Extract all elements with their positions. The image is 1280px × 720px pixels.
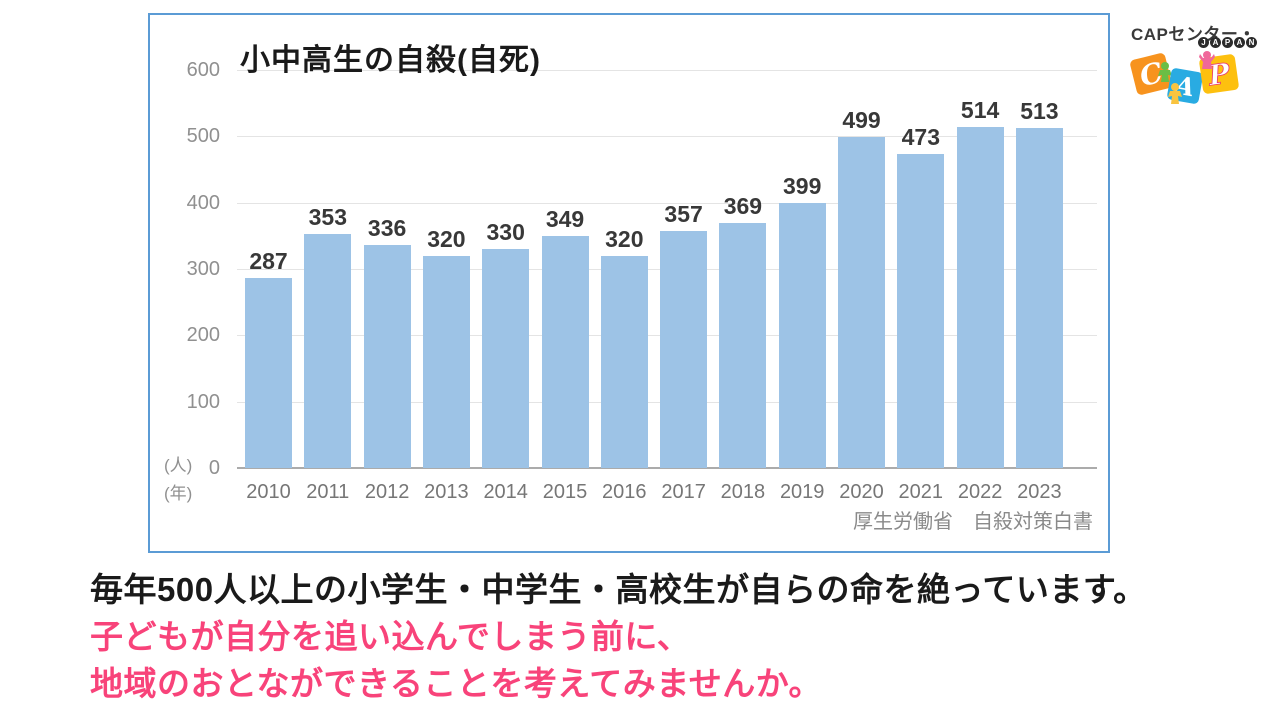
- x-unit-label: (年): [164, 484, 193, 503]
- bar-value-label: 369: [723, 193, 763, 220]
- logo-japan-letter: J: [1198, 37, 1209, 48]
- x-tick-label: 2013: [424, 481, 469, 503]
- chart-card: 小中高生の自殺(自死) 0 100 200 300 400 500 600 287 2010 35…: [148, 13, 1110, 553]
- x-tick-label: 2011: [306, 481, 350, 503]
- x-axis-line: [237, 467, 1097, 469]
- bar-value-label: 353: [308, 203, 347, 230]
- bar-value-label: 330: [486, 219, 525, 246]
- logo-figure-pink-icon: [1199, 51, 1215, 69]
- x-tick-label: 2019: [779, 481, 825, 503]
- logo-japan-letter: A: [1234, 37, 1245, 48]
- bar-value-label: 320: [427, 225, 466, 252]
- x-tick-label: 2016: [602, 481, 647, 503]
- x-tick-label: 2020: [839, 481, 884, 503]
- y-tick-label: 400: [186, 191, 220, 214]
- y-tick-label: 300: [186, 258, 220, 280]
- caption: 毎年500人以上の小学生・中学生・高校生が自らの命を絶っています。 子どもが自分…: [90, 566, 1147, 707]
- bar: [245, 277, 292, 468]
- x-tick-label: 2022: [957, 481, 1003, 503]
- caption-line-2: 子どもが自分を追い込んでしまう前に、: [90, 618, 691, 655]
- logo-japan-letter: P: [1222, 37, 1233, 48]
- x-tick-label: 2015: [542, 481, 588, 503]
- y-tick-label: 500: [186, 125, 220, 148]
- logo-figure-yellow-icon: [1168, 83, 1182, 104]
- x-tick-label: 2023: [1017, 481, 1062, 503]
- y-tick-label: 200: [186, 324, 220, 347]
- bar-value-label: 336: [367, 215, 407, 242]
- bar-value-label: 287: [249, 247, 288, 274]
- bar-value-label: 513: [1020, 97, 1059, 124]
- x-tick-label: 2014: [483, 481, 528, 503]
- bar: [660, 231, 708, 468]
- x-tick-label: 2018: [720, 481, 766, 503]
- y-tick-label: 600: [186, 59, 220, 81]
- y-unit-label: (人): [164, 456, 193, 475]
- logo-cap-marks-icon: C A P: [1130, 51, 1239, 104]
- caption-line-1: 毎年500人以上の小学生・中学生・高校生が自らの命を絶っています。: [90, 571, 1147, 608]
- logo-japan-letter: N: [1246, 37, 1257, 48]
- y-tick-label: 0: [208, 457, 220, 479]
- bar-value-label: 320: [605, 225, 644, 252]
- bar-value-label: 357: [664, 201, 703, 228]
- x-tick-label: 2017: [661, 481, 706, 503]
- bar: [304, 233, 352, 468]
- bar-value-label: 514: [960, 97, 1000, 124]
- y-tick-label: 100: [186, 390, 220, 413]
- bar: [600, 255, 648, 468]
- bar: [422, 255, 470, 468]
- logo-japan-letter: A: [1210, 37, 1221, 48]
- x-tick-label: 2012: [364, 481, 410, 503]
- plot-area: 0 100 200 300 400 500 600 287 2010 353 2011 336 2012…: [150, 15, 1108, 551]
- gridline: [237, 70, 1097, 71]
- gridline: [237, 202, 1097, 204]
- bar: [541, 236, 589, 468]
- logo-figure-green-icon: [1158, 62, 1172, 82]
- bar: [482, 249, 530, 468]
- caption-line-3: 地域のおとなができることを考えてみませんか。: [90, 665, 823, 702]
- logo-c-square: C: [1130, 53, 1172, 95]
- chart-title: 小中高生の自殺(自死): [240, 44, 541, 77]
- bar: [897, 154, 945, 468]
- bar: [363, 245, 411, 468]
- bar-value-label: 473: [901, 124, 940, 151]
- x-tick-label: 2021: [898, 481, 944, 503]
- bar-value-label: 499: [842, 106, 881, 133]
- bar: [956, 127, 1004, 468]
- bar: [1015, 127, 1063, 468]
- gridline: [237, 136, 1097, 138]
- bar-value-label: 399: [783, 173, 822, 200]
- logo-p-square: P: [1199, 54, 1239, 94]
- source-label: 厚生労働省 自殺対策白書: [853, 511, 1093, 533]
- bar: [778, 203, 826, 468]
- bar: [838, 136, 885, 468]
- x-tick-label: 2010: [246, 481, 291, 503]
- bar-value-label: 349: [545, 206, 585, 233]
- bar: [719, 223, 767, 468]
